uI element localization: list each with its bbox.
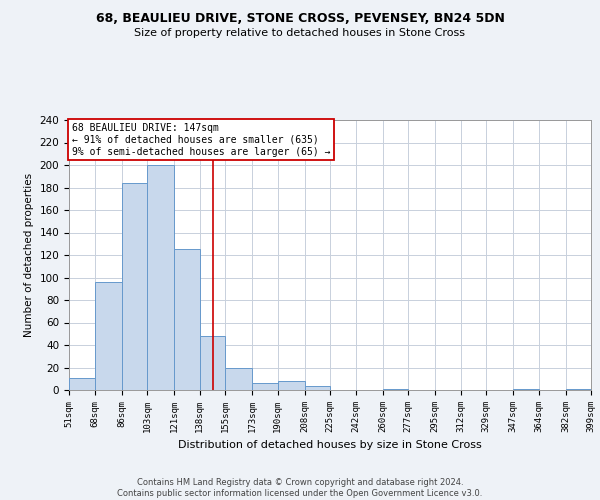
Bar <box>277 381 305 390</box>
Text: Contains HM Land Registry data © Crown copyright and database right 2024.
Contai: Contains HM Land Registry data © Crown c… <box>118 478 482 498</box>
Text: 68 BEAULIEU DRIVE: 147sqm
← 91% of detached houses are smaller (635)
9% of semi-: 68 BEAULIEU DRIVE: 147sqm ← 91% of detac… <box>72 124 331 156</box>
Bar <box>147 165 174 390</box>
Bar <box>383 389 408 390</box>
Bar <box>69 378 95 390</box>
Bar <box>225 368 252 390</box>
Bar <box>513 389 539 390</box>
Bar <box>252 383 277 390</box>
Bar <box>121 183 147 390</box>
X-axis label: Distribution of detached houses by size in Stone Cross: Distribution of detached houses by size … <box>178 440 482 450</box>
Bar <box>95 282 121 390</box>
Bar <box>174 250 199 390</box>
Text: Size of property relative to detached houses in Stone Cross: Size of property relative to detached ho… <box>134 28 466 38</box>
Bar <box>566 389 591 390</box>
Y-axis label: Number of detached properties: Number of detached properties <box>24 173 34 337</box>
Bar <box>199 336 225 390</box>
Text: 68, BEAULIEU DRIVE, STONE CROSS, PEVENSEY, BN24 5DN: 68, BEAULIEU DRIVE, STONE CROSS, PEVENSE… <box>95 12 505 26</box>
Bar <box>305 386 330 390</box>
